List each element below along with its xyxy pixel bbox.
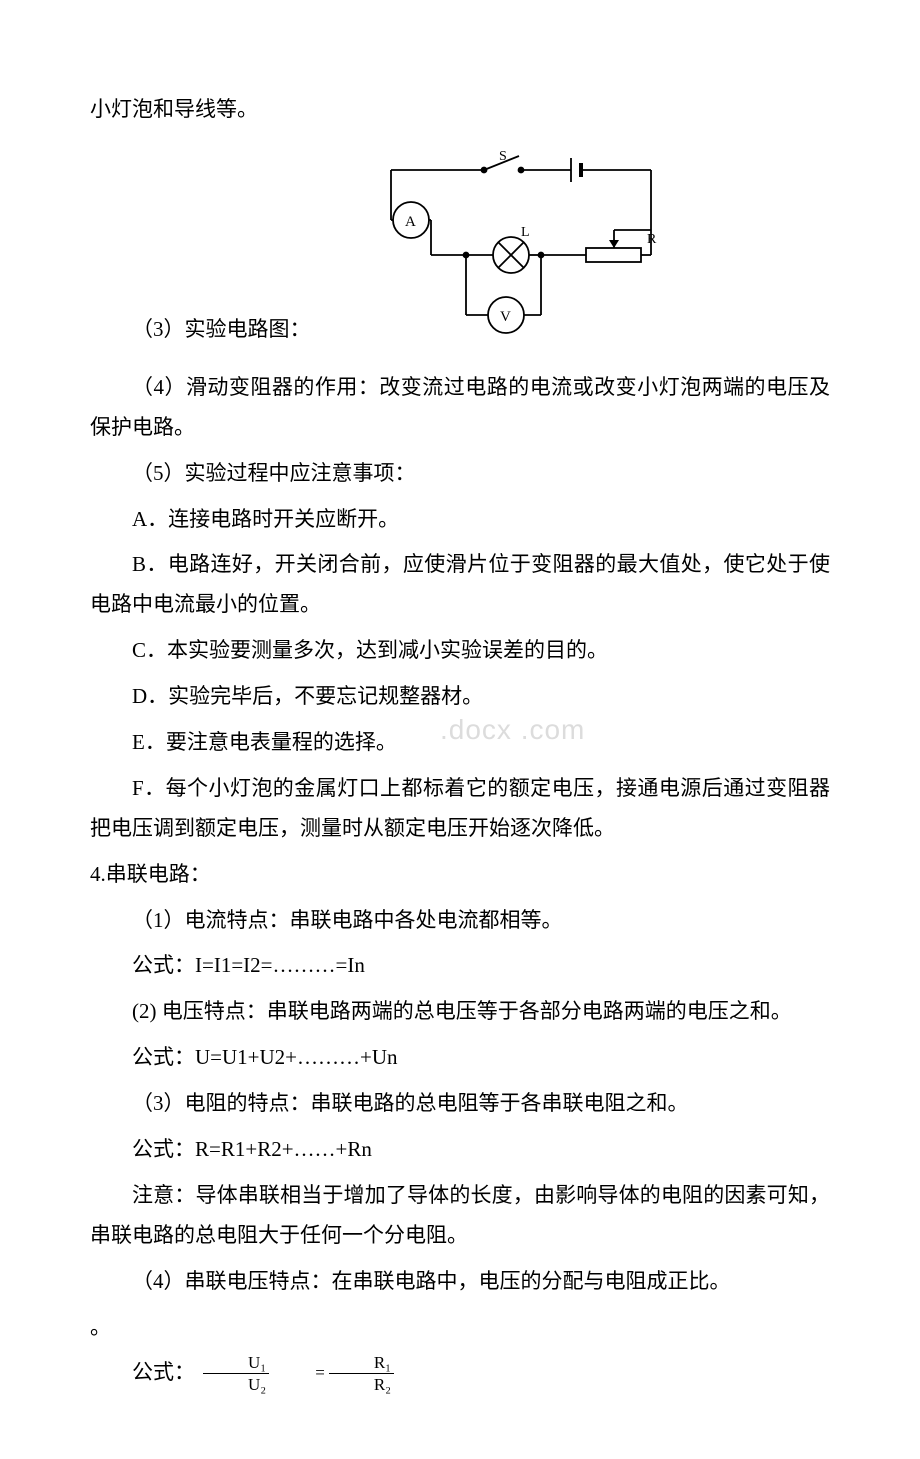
series-voltage-dist: （4）串联电压特点：在串联电路中，电压的分配与电阻成正比。 [90,1262,830,1302]
circuit-diagram: S R [371,140,671,350]
section-5: （5）实验过程中应注意事项： [90,454,830,494]
page: { "watermark": ".docx .com", "line_first… [90,90,830,1393]
svg-text:V: V [500,309,511,325]
frac-den-U2: U₂ [203,1374,269,1393]
series-current-formula: 公式：I=I1=I2=………=In [90,946,830,986]
series-resistance: （3）电阻的特点：串联电路的总电阻等于各串联电阻之和。 [90,1084,830,1124]
series-current: （1）电流特点：串联电路中各处电流都相等。 [90,901,830,941]
frac-U: U₁ U₂ [203,1354,269,1393]
section-3-caption: （3）实验电路图： [90,310,311,350]
item-A: A．连接电路时开关应断开。 [90,500,830,540]
series-resistance-formula: 公式：R=R1+R2+……+Rn [90,1130,830,1170]
frac-den-R2: R₂ [329,1374,394,1393]
item-B: B．电路连好，开关闭合前，应使滑片位于变阻器的最大值处，使它处于使电路中电流最小… [90,545,830,625]
formula-label: 公式： [90,1353,195,1393]
item-E: E．要注意电表量程的选择。 [90,723,830,763]
series-note: 注意：导体串联相当于增加了导体的长度，由影响导体的电阻的因素可知，串联电路的总电… [90,1176,830,1256]
circuit-diagram-row: （3）实验电路图： S [90,140,830,350]
text-line: 小灯泡和导线等。 [90,90,830,130]
svg-text:S: S [499,149,507,164]
series-dot: 。 [90,1308,830,1348]
frac-num-R1: R₁ [329,1354,394,1374]
svg-text:R: R [647,232,657,247]
series-title: 4.串联电路： [90,855,830,895]
item-F: F．每个小灯泡的金属灯口上都标着它的额定电压，接通电源后通过变阻器把电压调到额定… [90,769,830,849]
equals-sign: = [273,1357,325,1389]
svg-text:A: A [405,214,416,230]
section-4: （4）滑动变阻器的作用：改变流过电路的电流或改变小灯泡两端的电压及保护电路。 [90,368,830,448]
item-C: C．本实验要测量多次，达到减小实验误差的目的。 [90,631,830,671]
frac-R: R₁ R₂ [329,1354,394,1393]
series-voltage-formula: 公式：U=U1+U2+………+Un [90,1038,830,1078]
frac-num-U1: U₁ [203,1354,269,1374]
series-ratio-formula: 公式： U₁ U₂ = R₁ R₂ [90,1353,830,1393]
series-voltage: (2) 电压特点：串联电路两端的总电压等于各部分电路两端的电压之和。 [90,992,830,1032]
fraction-equation: U₁ U₂ = R₁ R₂ [203,1354,394,1393]
svg-text:L: L [521,225,530,240]
item-D: D．实验完毕后，不要忘记规整器材。 [90,677,830,717]
